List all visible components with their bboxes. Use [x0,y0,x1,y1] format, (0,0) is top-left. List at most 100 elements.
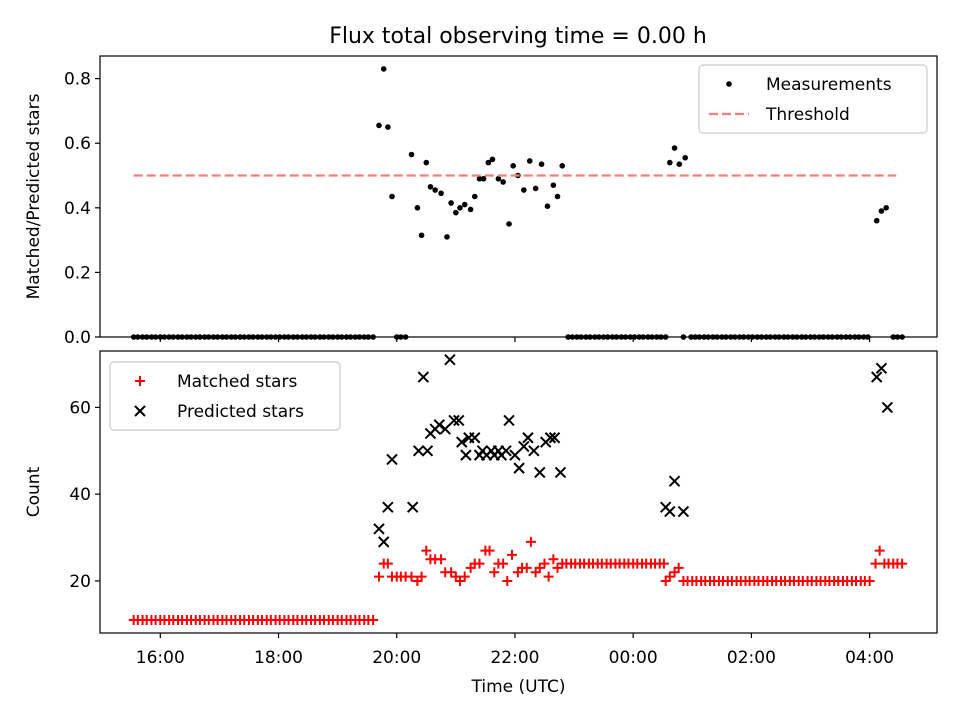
data-point [418,232,425,239]
data-point [664,571,675,582]
data-point [534,466,546,479]
data-point [544,432,557,444]
series-matched-stars [128,536,908,625]
data-point [881,401,894,414]
y-tick-label: 0.2 [64,263,91,283]
data-point [476,175,483,182]
legend-label: Matched stars [177,372,297,392]
legend-label: Measurements [766,75,892,95]
data-point [871,371,883,383]
data-point [554,466,567,479]
data-point [522,432,534,444]
data-point [525,536,536,547]
data-point [506,549,517,560]
data-point [864,575,875,586]
y-axis-label: Count [24,466,44,517]
data-point [500,179,506,185]
legend: Matched stars Predicted stars [109,361,341,431]
data-point [386,453,398,466]
x-tick-label: 02:00 [727,648,776,668]
data-point [668,475,681,487]
data-point [485,159,492,166]
data-point [373,523,385,535]
data-point [385,124,391,130]
data-point [559,163,566,169]
data-point [513,462,525,474]
data-point [382,501,394,513]
data-point [552,562,563,573]
bottom-panel: 20 40 60 16:00 18:00 20:00 22:00 00:00 02:00 04:0… [24,350,938,697]
y-tick-label: 0.6 [64,134,91,154]
data-point [489,156,496,163]
data-point [378,536,390,548]
x-tick-label: 00:00 [609,648,658,668]
data-point [671,145,678,151]
data-point [500,445,512,457]
data-point [498,558,509,569]
y-tick-label: 40 [69,485,91,505]
data-point [433,419,445,431]
data-point [467,206,474,213]
data-point [436,554,447,565]
data-point [658,558,669,569]
data-point [474,558,485,569]
data-point [408,151,415,158]
top-panel: 0.0 0.2 0.4 0.6 0.8 Matched/Predicted stars Me… [24,55,938,348]
x-tick-label: 04:00 [845,648,894,668]
data-point [506,221,512,227]
y-tick-label: 0.0 [64,328,91,348]
data-point [417,371,430,383]
data-point [459,571,470,582]
data-point [538,161,545,168]
data-point [389,193,395,200]
data-point [460,449,472,461]
data-point [518,440,530,453]
axes-frame [99,55,938,338]
data-point [368,614,379,625]
data-point [676,161,683,168]
data-point [471,193,478,200]
data-point [528,445,540,457]
data-point [489,567,500,578]
data-point [453,209,459,216]
data-point [539,558,550,569]
data-point [874,545,885,556]
figure-title: Flux total observing time = 0.00 h [329,24,707,49]
x-tick-label: 20:00 [372,648,421,668]
data-point [406,501,419,513]
y-tick-label: 0.8 [64,70,91,90]
y-tick-label: 20 [69,572,91,592]
x-tick-label: 18:00 [254,648,303,668]
data-point [469,432,481,444]
data-point [870,558,881,569]
x-tick-label: 16:00 [136,648,185,668]
data-point [427,184,434,190]
legend-box [109,361,341,431]
data-point [495,175,502,182]
data-point [438,190,444,197]
data-point [461,201,468,208]
data-point [667,159,673,166]
data-point [875,362,888,375]
data-point [382,558,393,569]
x-axis-label: Time (UTC) [471,677,566,697]
data-point [883,205,889,211]
legend-label: Predicted stars [177,402,304,422]
data-point [554,193,561,200]
data-point [521,562,532,573]
data-point [526,158,533,164]
data-point [439,423,451,435]
data-point [380,66,387,72]
data-point [454,575,465,586]
data-point [457,205,463,211]
data-point [374,571,384,582]
data-point [878,208,885,214]
data-point [521,187,527,193]
legend: Measurements Threshold [698,64,928,134]
data-point [421,545,432,556]
data-point [502,575,513,586]
data-point [414,205,421,211]
data-point [432,187,438,193]
data-point [444,353,456,366]
